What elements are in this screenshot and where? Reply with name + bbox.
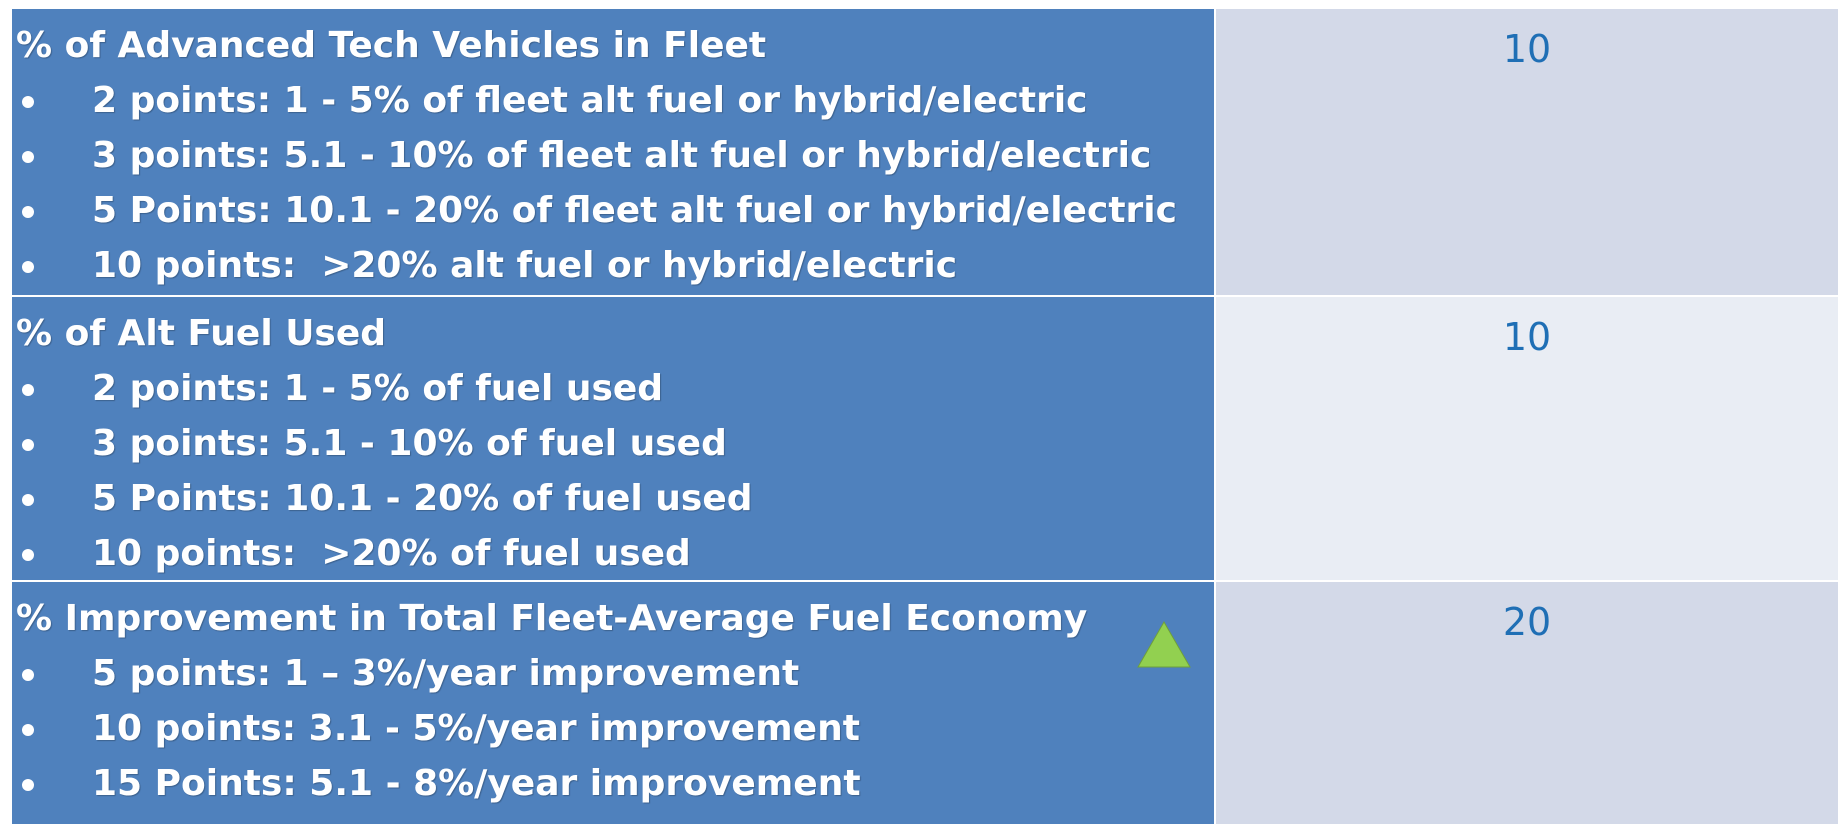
bullet-text: 10 points: >20% of fuel used [92, 533, 691, 574]
bullet-text: 15 Points: 5.1 - 8%/year improvement [92, 763, 861, 804]
bullet [22, 96, 34, 108]
row-title: % of Alt Fuel Used [16, 313, 387, 354]
bullet-text: 2 points: 1 - 5% of fuel used [92, 368, 664, 409]
row-title: % of Advanced Tech Vehicles in Fleet [16, 25, 767, 66]
bullet [22, 549, 34, 561]
row-description-cell: % of Advanced Tech Vehicles in Fleet 2 po… [12, 9, 1214, 295]
row-points-cell: 20 [1216, 582, 1838, 824]
bullet [22, 439, 34, 451]
row-description-cell: % Improvement in Total Fleet-Average Fue… [12, 582, 1214, 824]
bullet [22, 779, 34, 791]
bullet-text: 3 points: 5.1 - 10% of fleet alt fuel or… [92, 135, 1152, 176]
points-value: 20 [1502, 600, 1552, 644]
bullet [22, 724, 34, 736]
row-description-cell: % of Alt Fuel Used 2 points: 1 - 5% of fu… [12, 297, 1214, 580]
bullet [22, 261, 34, 273]
row-points-cell: 10 [1216, 9, 1838, 295]
bullet-text: 5 Points: 10.1 - 20% of fuel used [92, 478, 753, 519]
bullet [22, 384, 34, 396]
points-value: 10 [1502, 315, 1552, 359]
triangle-icon [1137, 621, 1191, 668]
bullet-text: 10 points: >20% alt fuel or hybrid/elect… [92, 245, 958, 286]
bullet [22, 669, 34, 681]
bullet [22, 206, 34, 218]
points-value: 10 [1502, 27, 1552, 71]
bullet [22, 494, 34, 506]
bullet [22, 151, 34, 163]
bullet-text: 5 points: 1 – 3%/year improvement [92, 653, 800, 694]
bullet-text: 5 Points: 10.1 - 20% of fleet alt fuel o… [92, 190, 1177, 231]
row-title: % Improvement in Total Fleet-Average Fue… [16, 598, 1088, 639]
bullet-text: 2 points: 1 - 5% of fleet alt fuel or hy… [92, 80, 1088, 121]
row-points-cell: 10 [1216, 297, 1838, 580]
bullet-text: 10 points: 3.1 - 5%/year improvement [92, 708, 860, 749]
bullet-text: 3 points: 5.1 - 10% of fuel used [92, 423, 727, 464]
